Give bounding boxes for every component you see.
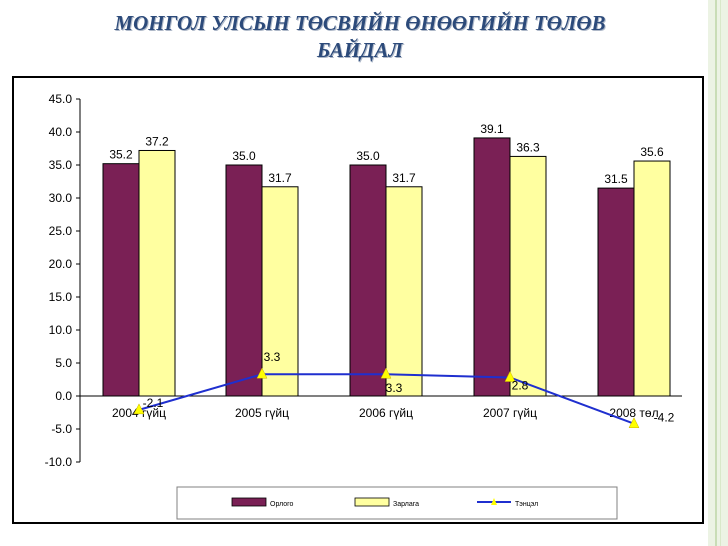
slide-title-line2: БАЙДАЛ	[317, 38, 403, 62]
legend-label-expenditure: Зарлага	[393, 501, 419, 508]
bar-data-label: 31.7	[268, 171, 292, 185]
bar-data-label: 39.1	[480, 122, 504, 136]
y-tick-label: 5.0	[55, 356, 72, 370]
y-tick-label: 0.0	[55, 389, 72, 403]
bar-revenue	[473, 137, 511, 397]
bar-revenue	[597, 187, 635, 397]
bar-revenue	[225, 164, 263, 397]
bar-revenue	[102, 163, 140, 397]
x-category-label: 2005 гүйц	[235, 406, 289, 420]
balance-marker	[628, 417, 640, 428]
slide-title: МОНГОЛ УЛСЫН ТӨСВИЙН ӨНӨӨГИЙН ТӨЛӨВ БАЙД…	[20, 10, 700, 64]
balance-data-label: 3.3	[386, 381, 403, 395]
y-tick-label: 45.0	[49, 92, 73, 106]
bar-expenditure	[138, 149, 176, 397]
bar-data-label: 35.6	[640, 145, 664, 159]
bar-data-label: 36.3	[516, 140, 540, 154]
y-tick-label: 10.0	[49, 323, 73, 337]
legend-label-balance: Тэнцэл	[515, 501, 538, 508]
y-tick-label: 25.0	[49, 224, 73, 238]
bar-expenditure	[633, 160, 671, 397]
x-category-label: 2008 төл	[609, 406, 658, 420]
bar-revenue	[349, 164, 387, 397]
balance-data-label: -4.2	[654, 411, 675, 425]
slide-title-line1: МОНГОЛ УЛСЫН ТӨСВИЙН ӨНӨӨГИЙН ТӨЛӨВ	[114, 11, 606, 35]
bar-data-label: 35.0	[356, 149, 380, 163]
balance-marker	[256, 367, 268, 379]
bar-data-label: 31.7	[392, 171, 416, 185]
y-tick-label: 40.0	[49, 125, 73, 139]
bar-expenditure	[261, 186, 299, 397]
balance-data-label: -2.1	[143, 396, 164, 410]
chart-frame: 45.0 40.0 35.0 30.0 25.0 20.0 15.0 10.0 5.0 0.0 -5…	[12, 76, 704, 524]
balance-data-label: 3.3	[264, 350, 281, 364]
bar-data-label: 31.5	[604, 172, 628, 186]
y-tick-label: -5.0	[51, 422, 72, 436]
balance-marker	[504, 370, 516, 382]
legend-marker-balance	[491, 498, 497, 505]
balance-marker	[380, 367, 392, 379]
balance-data-label: 2.8	[512, 379, 529, 393]
legend-swatch-expenditure	[354, 497, 390, 507]
x-category-label: 2006 гүйц	[359, 406, 413, 420]
slide-decoration-stripe	[708, 0, 728, 546]
bar-data-label: 35.0	[232, 149, 256, 163]
y-tick-label: 30.0	[49, 191, 73, 205]
decoration-line	[720, 0, 721, 546]
y-tick-label: -10.0	[45, 455, 73, 469]
balance-marker	[133, 403, 145, 415]
bar-data-label: 37.2	[145, 134, 169, 148]
y-tick-label: 35.0	[49, 158, 73, 172]
x-category-label: 2007 гүйц	[483, 406, 537, 420]
decoration-line	[715, 0, 717, 546]
legend-swatch-revenue	[231, 497, 267, 507]
bar-expenditure	[385, 186, 423, 397]
legend-label-revenue: Орлого	[270, 501, 294, 508]
y-tick-label: 15.0	[49, 290, 73, 304]
budget-chart: 45.0 40.0 35.0 30.0 25.0 20.0 15.0 10.0 5.0 0.0 -5…	[45, 92, 682, 520]
bar-expenditure	[509, 155, 547, 397]
y-tick-label: 20.0	[49, 257, 73, 271]
bar-data-label: 35.2	[109, 148, 133, 162]
